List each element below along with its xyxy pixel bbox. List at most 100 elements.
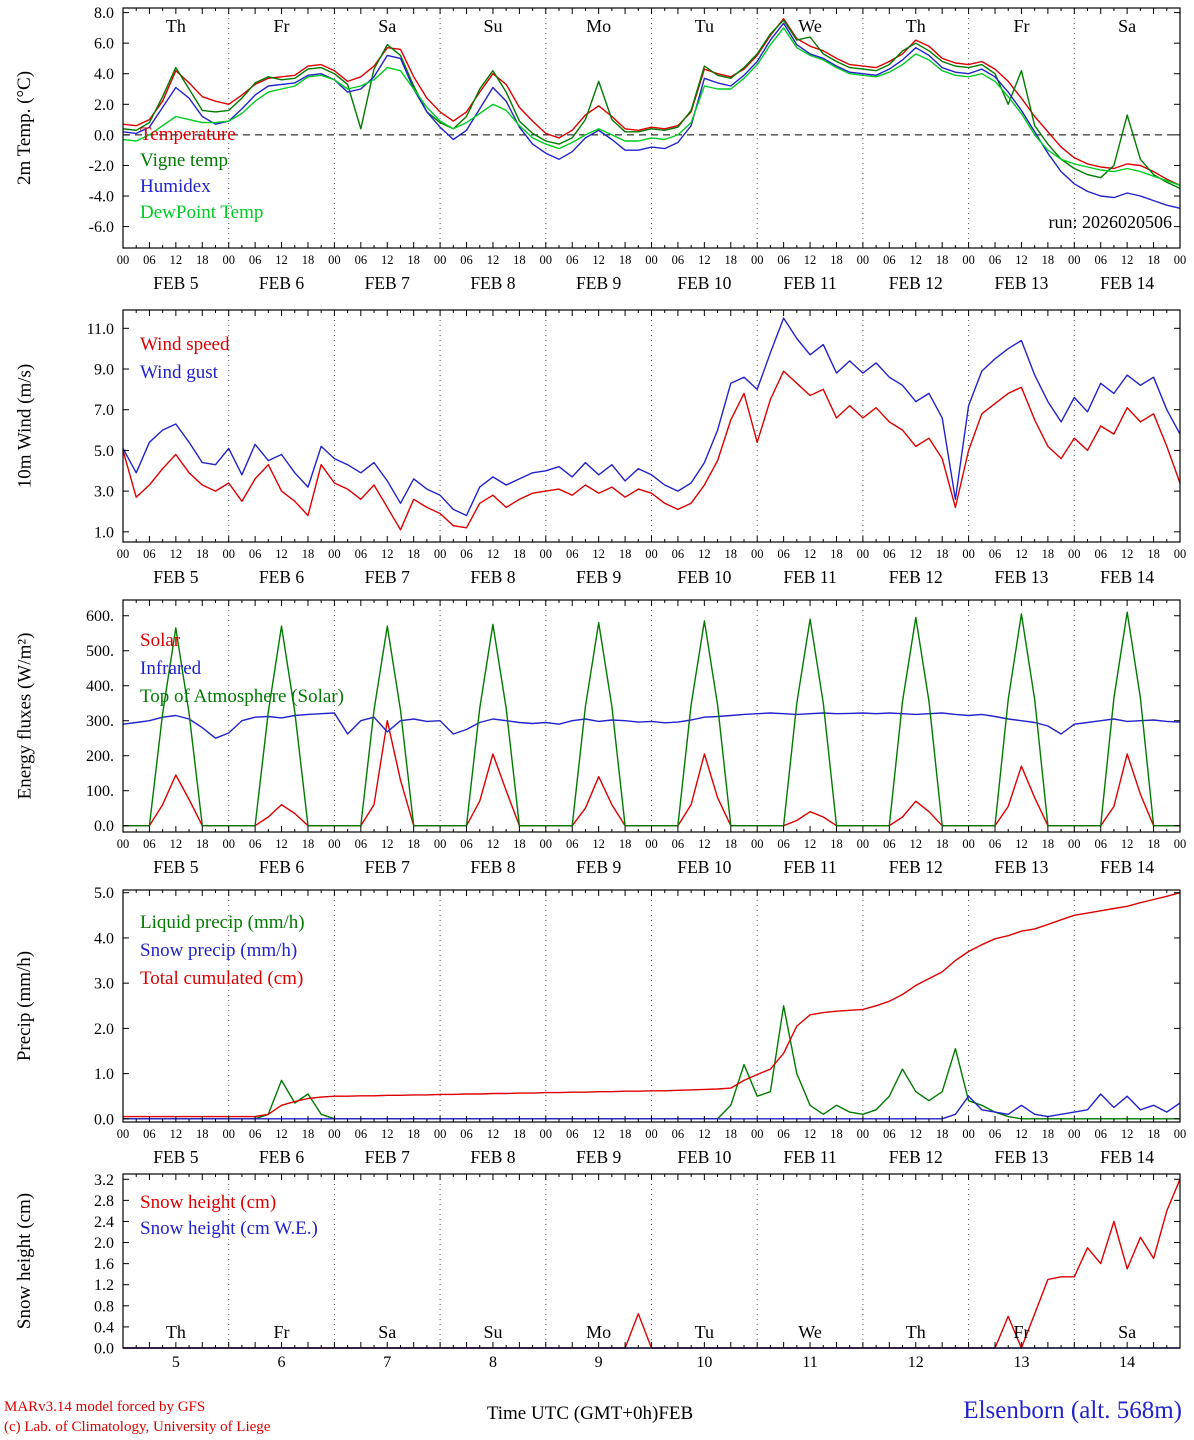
svg-text:18: 18 xyxy=(513,1127,526,1141)
svg-text:00: 00 xyxy=(645,1127,658,1141)
svg-text:Th: Th xyxy=(166,1322,186,1342)
legend-wind-speed: Wind speed xyxy=(140,334,230,355)
svg-text:11: 11 xyxy=(802,1354,817,1371)
model-credit-line1: MARv3.14 model forced by GFS xyxy=(4,1399,206,1415)
svg-text:06: 06 xyxy=(143,837,156,851)
precipitation-panel: 0.0 1.0 2.0 3.0 4.0 5.0 00 06 12 18 00 06 12 18 00 06 12… xyxy=(0,878,1194,1170)
svg-text:2.0: 2.0 xyxy=(94,1235,114,1252)
svg-text:FEB 10: FEB 10 xyxy=(677,273,731,293)
x-axis-title: Time UTC (GMT+0h)FEB xyxy=(486,1403,694,1424)
legend-snow-precip: Snow precip (mm/h) xyxy=(140,940,298,961)
svg-text:12: 12 xyxy=(1015,1127,1028,1141)
svg-text:00: 00 xyxy=(434,547,447,561)
svg-text:18: 18 xyxy=(196,253,209,267)
svg-text:9: 9 xyxy=(595,1354,603,1371)
svg-text:FEB 11: FEB 11 xyxy=(783,273,836,293)
svg-text:FEB 9: FEB 9 xyxy=(576,273,621,293)
svg-text:18: 18 xyxy=(1042,1127,1055,1141)
svg-text:18: 18 xyxy=(619,837,632,851)
svg-text:06: 06 xyxy=(883,1127,896,1141)
legend-snow-height-we: Snow height (cm W.E.) xyxy=(140,1218,318,1239)
svg-text:Sa: Sa xyxy=(378,1322,396,1342)
svg-text:00: 00 xyxy=(1174,837,1187,851)
svg-text:18: 18 xyxy=(619,253,632,267)
svg-text:06: 06 xyxy=(249,1127,262,1141)
svg-text:200.: 200. xyxy=(86,748,114,765)
svg-text:FEB 7: FEB 7 xyxy=(365,273,410,293)
svg-text:12: 12 xyxy=(170,253,183,267)
svg-text:00: 00 xyxy=(962,253,975,267)
svg-text:5.0: 5.0 xyxy=(94,885,114,902)
svg-text:12: 12 xyxy=(275,253,288,267)
svg-text:18: 18 xyxy=(407,547,420,561)
svg-text:2.4: 2.4 xyxy=(94,1214,114,1231)
svg-text:-2.0: -2.0 xyxy=(89,158,114,175)
svg-text:06: 06 xyxy=(1094,837,1107,851)
svg-text:06: 06 xyxy=(672,547,685,561)
svg-text:12: 12 xyxy=(698,1127,711,1141)
svg-text:18: 18 xyxy=(513,253,526,267)
svg-text:Su: Su xyxy=(483,1322,502,1342)
svg-text:00: 00 xyxy=(1068,1127,1081,1141)
svg-text:18: 18 xyxy=(302,547,315,561)
svg-text:6: 6 xyxy=(278,1354,286,1371)
svg-text:8.0: 8.0 xyxy=(94,5,114,22)
svg-text:11.0: 11.0 xyxy=(87,321,114,338)
svg-text:00: 00 xyxy=(434,253,447,267)
svg-text:12: 12 xyxy=(698,253,711,267)
svg-text:12: 12 xyxy=(170,837,183,851)
svg-text:12: 12 xyxy=(1121,253,1134,267)
svg-text:Tu: Tu xyxy=(695,1322,714,1342)
svg-text:6.0: 6.0 xyxy=(94,36,114,53)
svg-text:FEB 6: FEB 6 xyxy=(259,1147,304,1167)
svg-text:Mo: Mo xyxy=(586,16,611,36)
temperature-panel: -6.0 -4.0 -2.0 0.0 2.0 4.0 6.0 8.0 00 06 12 18 00 06 1… xyxy=(0,0,1194,298)
svg-text:12: 12 xyxy=(1015,253,1028,267)
svg-text:FEB 5: FEB 5 xyxy=(153,1147,198,1167)
svg-text:00: 00 xyxy=(962,1127,975,1141)
svg-text:0.0: 0.0 xyxy=(94,818,114,835)
svg-text:12: 12 xyxy=(592,547,605,561)
svg-text:0.4: 0.4 xyxy=(94,1319,114,1336)
svg-text:06: 06 xyxy=(672,837,685,851)
svg-text:18: 18 xyxy=(1042,547,1055,561)
svg-text:FEB 7: FEB 7 xyxy=(365,1147,410,1167)
svg-text:FEB 11: FEB 11 xyxy=(783,1147,836,1167)
svg-text:2.0: 2.0 xyxy=(94,1021,114,1038)
svg-text:18: 18 xyxy=(196,837,209,851)
svg-text:06: 06 xyxy=(143,1127,156,1141)
svg-text:06: 06 xyxy=(460,547,473,561)
legend-temperature: Temperature xyxy=(140,124,236,145)
model-credit: MARv3.14 model forced by GFS (c) Lab. of… xyxy=(4,1397,270,1437)
svg-text:18: 18 xyxy=(725,547,738,561)
svg-text:FEB 8: FEB 8 xyxy=(470,567,515,587)
svg-text:06: 06 xyxy=(1094,547,1107,561)
svg-text:06: 06 xyxy=(777,1127,790,1141)
svg-text:300.: 300. xyxy=(86,713,114,730)
svg-text:18: 18 xyxy=(1147,837,1160,851)
svg-text:3.0: 3.0 xyxy=(94,484,114,501)
svg-text:18: 18 xyxy=(830,547,843,561)
svg-text:06: 06 xyxy=(355,253,368,267)
svg-text:FEB 12: FEB 12 xyxy=(889,857,943,877)
svg-text:00: 00 xyxy=(328,547,341,561)
svg-text:06: 06 xyxy=(1094,1127,1107,1141)
svg-text:06: 06 xyxy=(355,837,368,851)
svg-text:00: 00 xyxy=(222,547,235,561)
svg-text:Su: Su xyxy=(483,16,502,36)
legend-dewpoint-temp: DewPoint Temp xyxy=(140,202,264,223)
svg-text:FEB 10: FEB 10 xyxy=(677,857,731,877)
svg-text:13: 13 xyxy=(1013,1354,1029,1371)
svg-text:12: 12 xyxy=(910,547,923,561)
svg-text:18: 18 xyxy=(513,547,526,561)
svg-text:00: 00 xyxy=(1068,253,1081,267)
svg-text:Th: Th xyxy=(906,16,926,36)
svg-text:12: 12 xyxy=(804,1127,817,1141)
legend-humidex: Humidex xyxy=(140,176,211,197)
svg-text:12: 12 xyxy=(910,837,923,851)
svg-text:5: 5 xyxy=(172,1354,180,1371)
svg-text:06: 06 xyxy=(883,253,896,267)
svg-text:00: 00 xyxy=(751,547,764,561)
svg-text:12: 12 xyxy=(804,253,817,267)
legend-top-of-atmosphere: Top of Atmosphere (Solar) xyxy=(140,686,344,707)
